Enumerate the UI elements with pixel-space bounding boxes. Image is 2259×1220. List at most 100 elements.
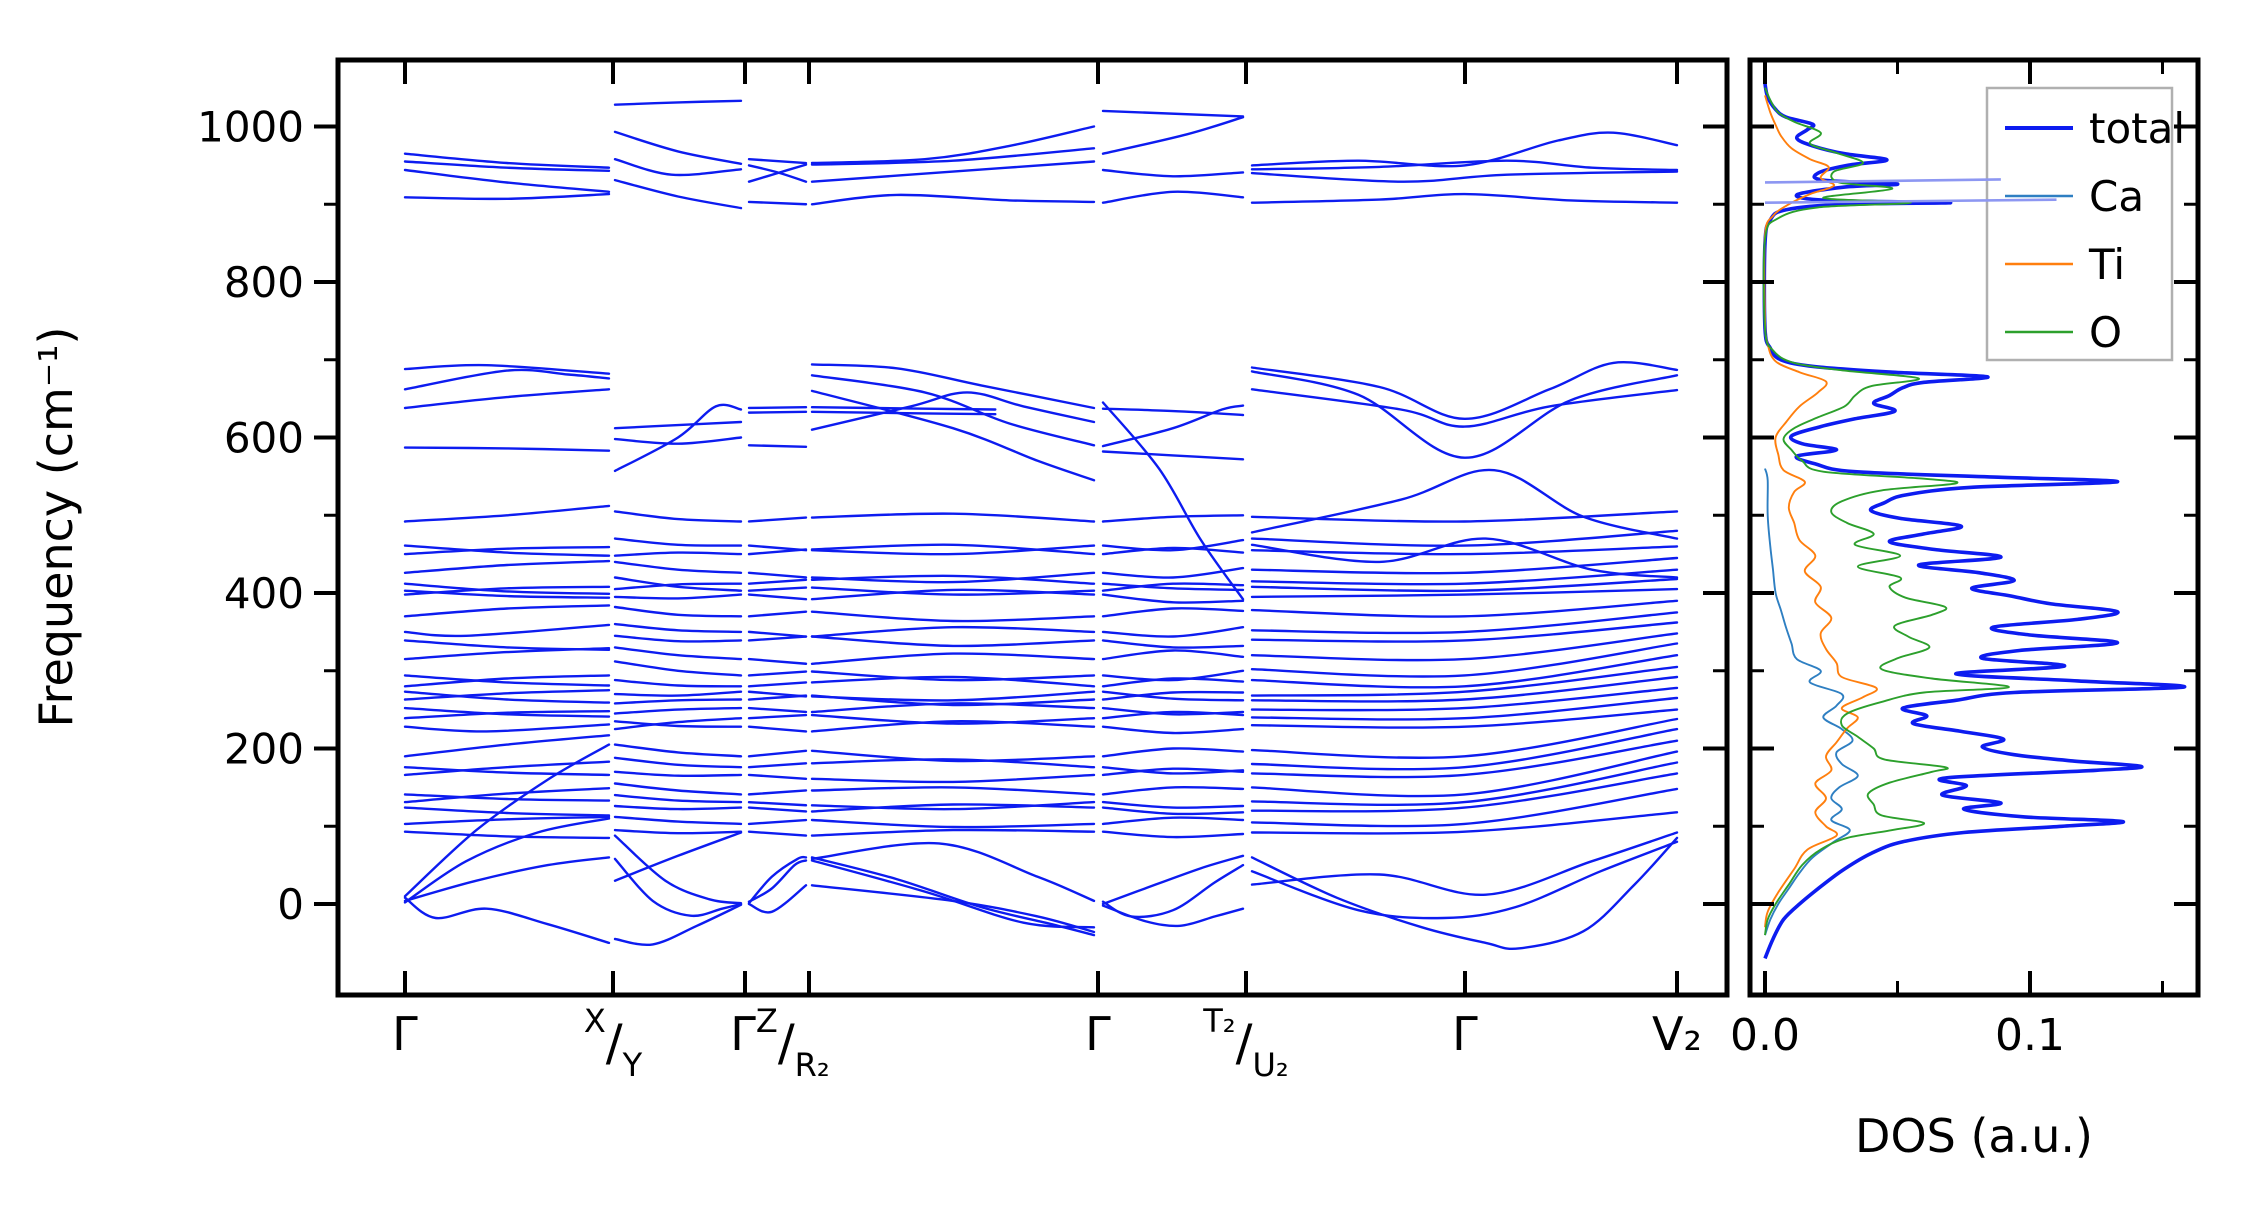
band-segment-1-line [613,678,743,688]
band-segment-2-line [747,586,808,592]
band-segment-2-line [747,444,808,449]
band-segment-0-line [403,446,611,452]
y-tick-label: 0 [277,880,304,929]
band-segment-3-line [810,374,1096,447]
band-segment-2-line [747,859,808,903]
band-segment-1-line [613,130,743,165]
band-segment-3-line [810,859,1096,929]
band-segment-5-line [1250,772,1679,813]
band-segment-3-line [810,749,1096,763]
band-segment-5-line [1250,787,1679,828]
band-segment-4-line [1101,404,1245,448]
band-segment-2-line [747,157,808,165]
band-segment-1-line [613,690,743,697]
band-segment-1-line [613,834,743,905]
band-segment-0-line [403,760,611,777]
band-segment-5-line [1250,568,1679,586]
band-segment-1-line [613,436,743,445]
band-segment-0-line [403,674,611,687]
band-segment-1-line [613,510,743,523]
band-segment-2-line [747,818,808,826]
band-segment-1-line [613,593,743,600]
band-segment-4-line [1101,690,1245,701]
band-segment-5-line [1250,717,1679,759]
k-point-label: Γ [392,1007,418,1061]
band-segment-5-line [1250,642,1679,678]
dos-sharp-spike [1764,178,2001,184]
band-segment-0-line [403,734,611,758]
band-segment-5-line [1250,529,1679,547]
band-segment-3-line [810,758,1096,769]
dos-curve-ca [1764,468,1859,936]
band-segment-0-line [403,830,611,840]
band-segment-5-line [1250,370,1679,459]
band-segment-2-line [747,830,808,837]
band-segment-0-line [403,787,611,804]
band-segment-2-line [747,773,808,781]
band-segment-0-line [403,585,611,596]
band-segment-5-line [1250,665,1679,697]
band-segment-3-line [810,160,1096,183]
dos-panel [1762,83,2187,960]
band-segment-4-line [1101,800,1245,809]
band-segment-2-line [747,694,808,701]
k-point-label: Γ [1085,1007,1111,1061]
dos-axes-frame [1747,57,2201,998]
k-point-label: Γ [1452,1007,1478,1061]
dos-x-tick-label: 0.1 [1995,1010,2065,1061]
band-segment-0-line [403,363,611,375]
band-segment-3-line [810,694,1096,707]
legend-label-total: total [2089,104,2185,153]
band-segment-0-line [403,766,611,777]
band-segment-1-line [613,717,743,731]
band-segment-5-line [1250,840,1679,920]
dos-x-axis-label: DOS (a.u.) [1855,1109,2093,1163]
band-segment-5-line [1250,510,1679,523]
band-segment-2-line [747,762,808,769]
k-point-label: T₂/U₂ [1202,1002,1288,1084]
band-segment-5-line [1250,545,1679,556]
band-segment-1-line [613,99,743,106]
band-segment-1-line [613,828,743,835]
band-segment-4-line [1101,566,1245,579]
band-segment-0-line [403,856,611,903]
band-segment-4-line [1101,401,1245,601]
band-segment-3-line [810,610,1096,623]
band-segment-3-line [810,818,1096,829]
band-segment-2-line [747,410,808,414]
band-segment-3-line [810,635,1096,648]
band-segment-1-line [613,815,743,826]
dos-curve-total [1762,83,2187,960]
band-segment-2-line [747,884,808,914]
band-segment-4-line [1101,607,1245,618]
band-segment-5-line [1250,836,1679,950]
band-segment-2-line [747,789,808,796]
band-segment-0-line [403,168,611,193]
band-segment-0-line [403,544,611,557]
band-segment-2-line [747,725,808,733]
dos-x-tick-label: 0.0 [1730,1010,1800,1061]
band-segment-1-line [613,804,743,811]
band-segment-4-line [1101,830,1245,839]
band-segment-4-line [1101,725,1245,735]
band-segment-2-line [747,749,808,758]
band-segment-4-line [1101,538,1245,552]
band-segment-1-line [613,660,743,677]
band-segment-5-line [1250,599,1679,618]
y-tick-label: 200 [224,725,304,774]
band-segment-4-line [1101,816,1245,826]
band-segment-1-line [613,420,743,430]
band-segment-5-line [1250,761,1679,807]
y-tick-label: 400 [224,569,304,618]
band-segment-3-line [810,652,1096,665]
band-segment-3-line [810,856,1096,937]
band-segment-3-line [810,800,1096,811]
band-segment-0-line [403,647,611,661]
band-segment-4-line [1101,806,1245,816]
band-segment-3-line [810,670,1096,682]
band-segment-4-line [1101,407,1245,417]
band-segment-3-line [810,125,1096,165]
band-segment-4-line [1101,904,1245,928]
band-segment-3-line [810,625,1096,638]
band-segment-0-line [403,723,611,733]
